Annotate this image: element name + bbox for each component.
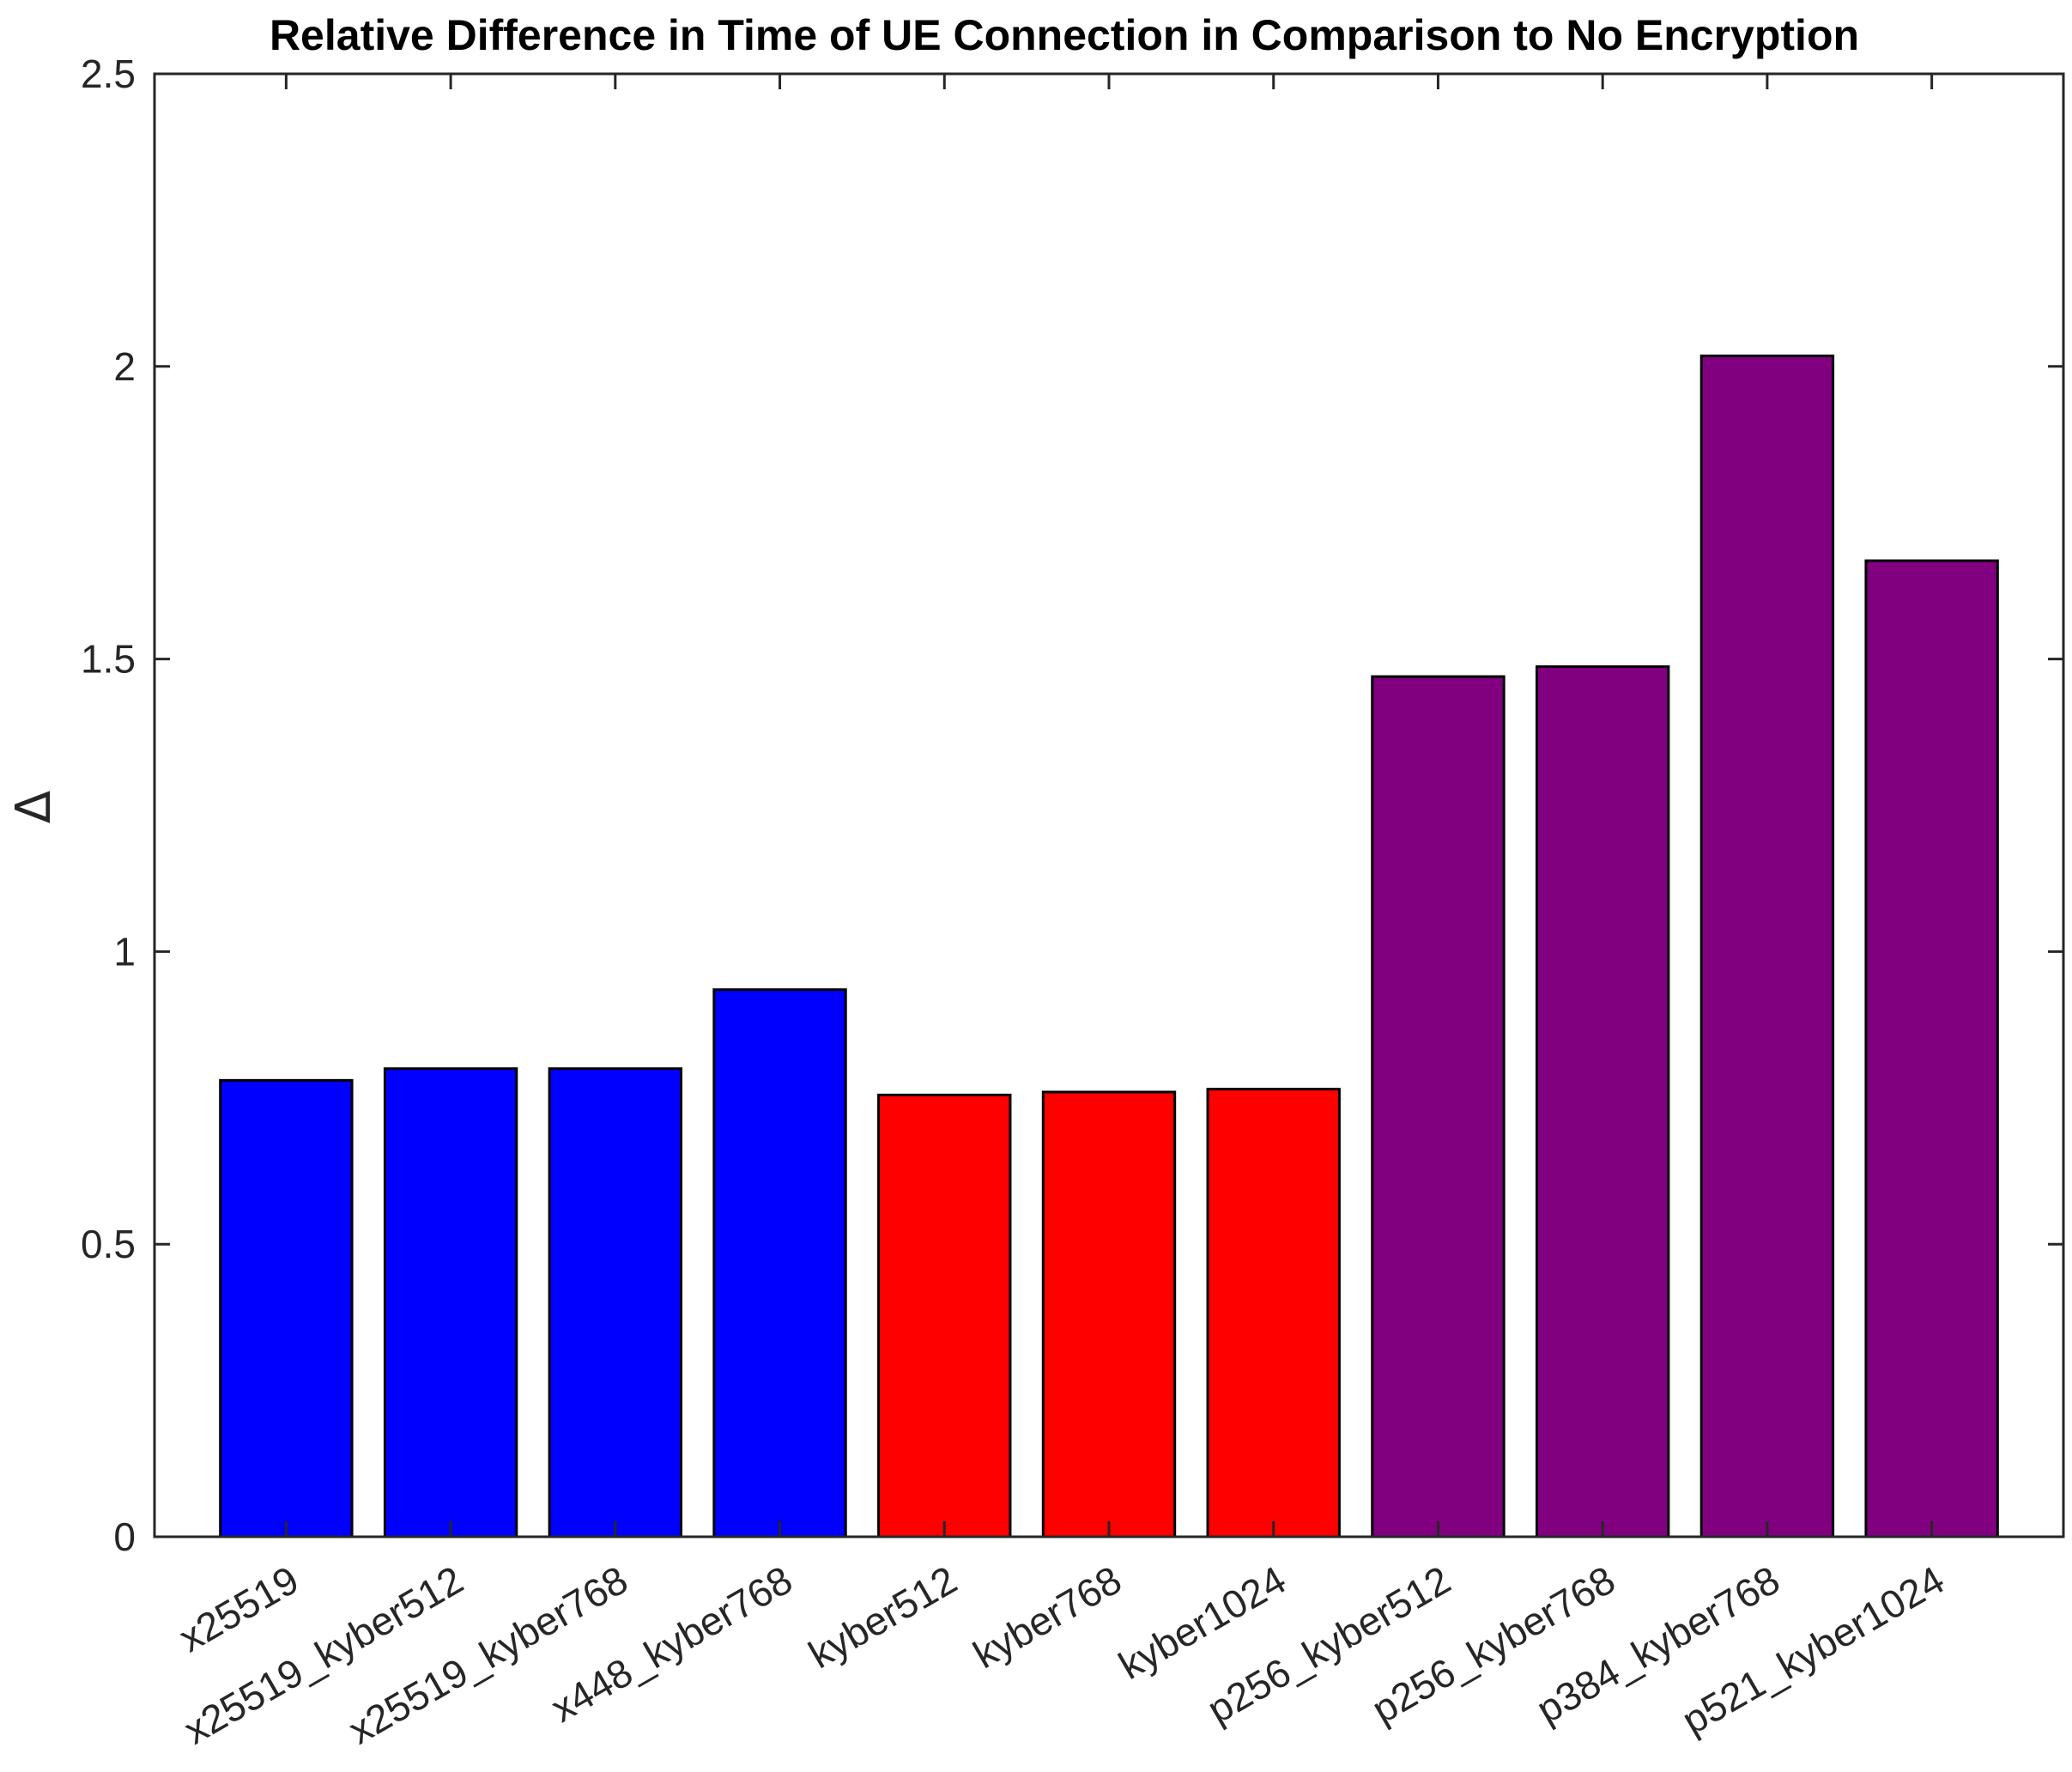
bar-kyber1024 <box>1206 1088 1341 1538</box>
bar-x25519 <box>219 1078 354 1538</box>
bar-p384_kyber768 <box>1699 355 1835 1538</box>
y-tick-label: 0 <box>113 1514 136 1559</box>
x-tick-label-x25519_kyber768: x25519_kyber768 <box>341 1557 635 1753</box>
bar-kyber512 <box>877 1093 1012 1538</box>
bars-layer <box>219 355 1999 1538</box>
x-tick-label-x25519_kyber512: x25519_kyber512 <box>176 1557 470 1753</box>
y-tick-label: 1 <box>113 929 136 974</box>
bar-x25519_kyber512 <box>383 1067 518 1538</box>
chart-title: Relative Difference in Time of UE Connec… <box>270 11 1859 59</box>
bar-p521_kyber1024 <box>1864 559 1999 1538</box>
x-tick-label-kyber768: kyber768 <box>966 1557 1129 1678</box>
bar-kyber768 <box>1041 1090 1177 1538</box>
x-tick-label-kyber512: kyber512 <box>801 1557 964 1678</box>
y-tick-label: 2 <box>113 344 136 389</box>
y-axis-label: Δ <box>6 791 62 823</box>
y-tick-label: 1.5 <box>81 637 136 682</box>
x-tick-label-x25519: x25519 <box>172 1557 306 1660</box>
labels-layer: 0 0.5 1 1.5 2 2.5 x25519x25519_kyber512x25519_… <box>81 52 1952 1753</box>
bar-p256_kyber768 <box>1535 664 1670 1538</box>
y-tick-label: 0.5 <box>81 1222 136 1266</box>
axes-layer <box>153 72 2065 1538</box>
bar-x448_kyber768 <box>712 988 847 1538</box>
bar-p256_kyber512 <box>1371 675 1506 1538</box>
y-tick-label: 2.5 <box>81 52 136 96</box>
bar-x25519_kyber768 <box>548 1067 683 1538</box>
